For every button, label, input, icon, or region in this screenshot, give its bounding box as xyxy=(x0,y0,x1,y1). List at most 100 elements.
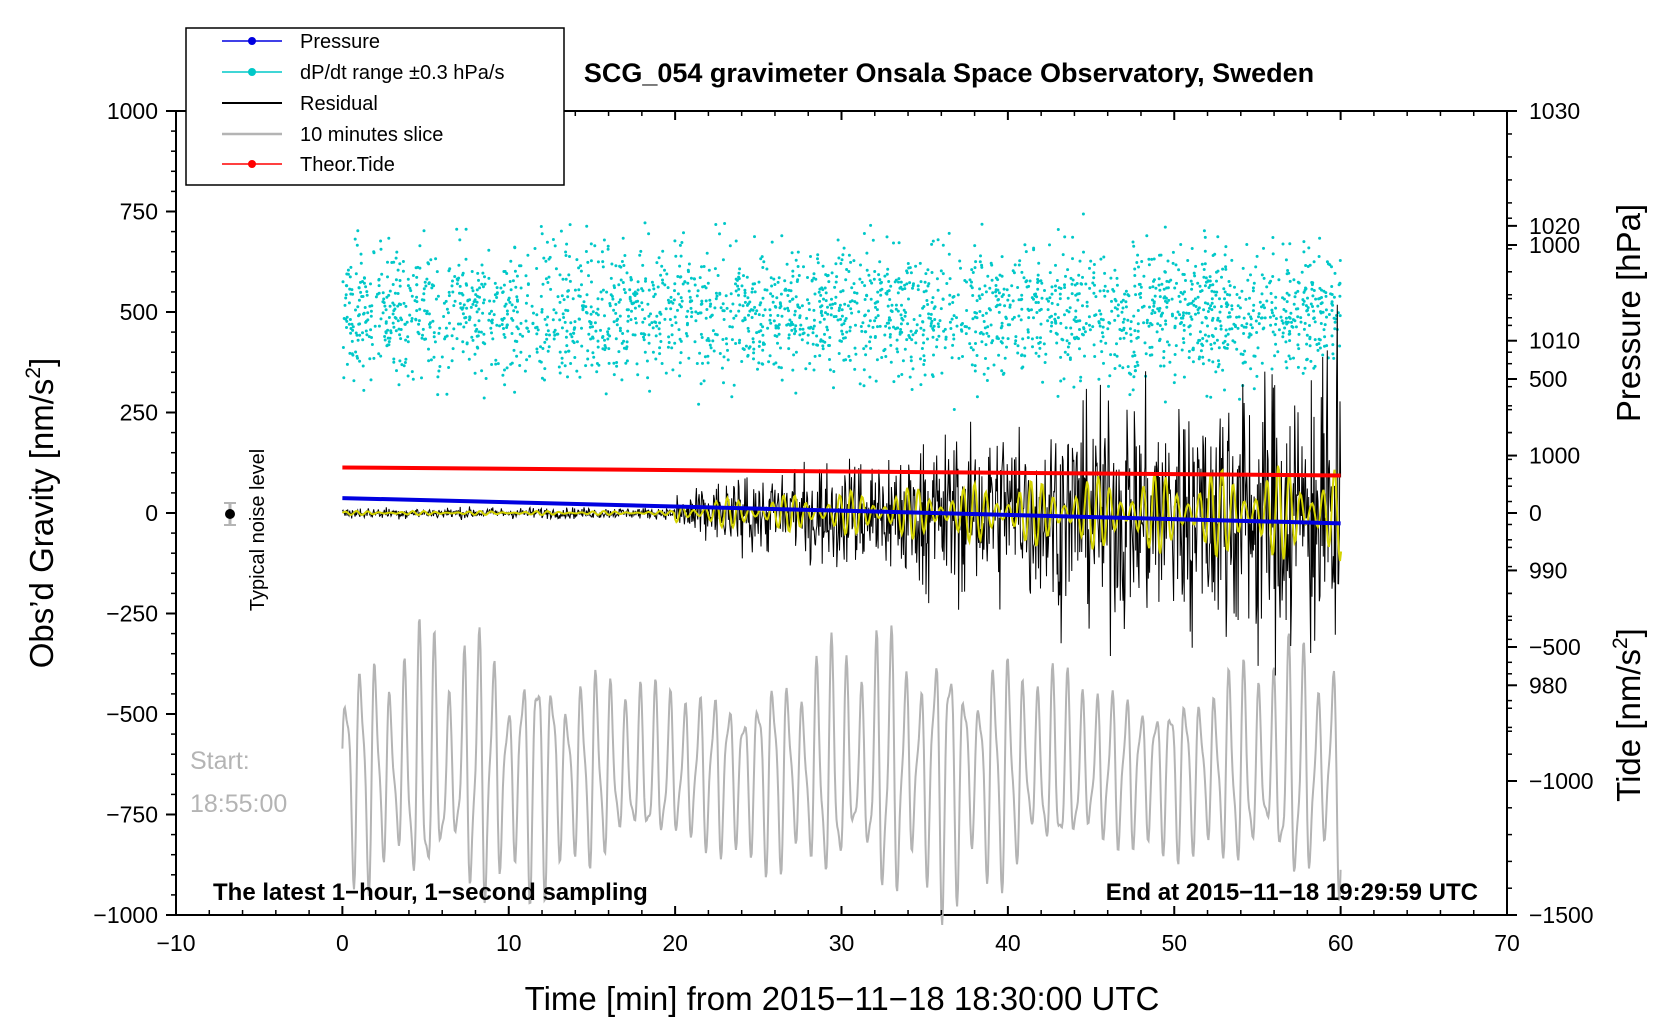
dpdt-point xyxy=(771,300,775,304)
dpdt-point xyxy=(1056,316,1060,320)
dpdt-point xyxy=(1215,338,1219,342)
dpdt-point xyxy=(1122,328,1126,332)
dpdt-point xyxy=(982,320,986,323)
dpdt-point xyxy=(1128,327,1132,331)
dpdt-point xyxy=(887,321,891,325)
dpdt-point xyxy=(985,379,989,382)
dpdt-point xyxy=(612,320,616,324)
dpdt-point xyxy=(789,289,793,293)
dpdt-point xyxy=(794,258,798,262)
dpdt-point xyxy=(530,304,534,308)
dpdt-point xyxy=(768,354,772,358)
dpdt-point xyxy=(705,308,709,311)
dpdt-point xyxy=(768,308,772,312)
dpdt-point xyxy=(724,294,728,298)
dpdt-point xyxy=(1163,225,1167,229)
dpdt-point xyxy=(1160,313,1163,317)
dpdt-point xyxy=(1058,297,1062,301)
dpdt-point xyxy=(971,294,975,297)
dpdt-point xyxy=(476,271,480,275)
dpdt-point xyxy=(959,328,963,332)
dpdt-point xyxy=(468,315,472,319)
dpdt-point xyxy=(397,383,401,387)
dpdt-point xyxy=(1160,282,1164,286)
dpdt-point xyxy=(1167,280,1171,284)
dpdt-point xyxy=(874,316,878,320)
dpdt-point xyxy=(887,316,891,320)
dpdt-point xyxy=(925,299,929,302)
dpdt-point xyxy=(496,362,500,366)
dpdt-point xyxy=(1017,314,1021,318)
dpdt-point xyxy=(873,319,877,323)
dpdt-point xyxy=(503,383,507,387)
dpdt-point xyxy=(1151,309,1155,312)
dpdt-point xyxy=(1276,350,1280,354)
dpdt-point xyxy=(1166,286,1170,290)
dpdt-point xyxy=(646,302,650,306)
dpdt-point xyxy=(1294,325,1298,329)
dpdt-point xyxy=(1292,278,1296,282)
dpdt-point xyxy=(611,297,615,301)
dpdt-point xyxy=(398,359,402,363)
dpdt-point xyxy=(1045,297,1049,301)
dpdt-point xyxy=(344,284,348,288)
dpdt-point xyxy=(840,308,844,312)
dpdt-point xyxy=(737,275,741,279)
dpdt-point xyxy=(1139,296,1143,299)
dpdt-point xyxy=(404,357,408,361)
dpdt-point xyxy=(670,323,674,327)
dpdt-point xyxy=(1244,297,1248,301)
dpdt-point xyxy=(1197,306,1201,310)
dpdt-point xyxy=(458,238,462,242)
dpdt-point xyxy=(585,224,589,228)
dpdt-point xyxy=(580,344,584,348)
dpdt-point xyxy=(853,291,856,295)
dpdt-point xyxy=(396,292,400,295)
dpdt-point xyxy=(1227,280,1231,283)
dpdt-point xyxy=(1324,308,1328,312)
dpdt-point xyxy=(816,261,820,265)
dpdt-point xyxy=(872,277,876,281)
dpdt-point xyxy=(1151,298,1154,302)
dpdt-point xyxy=(1091,325,1095,329)
dpdt-point xyxy=(840,323,844,327)
dpdt-point xyxy=(937,334,941,338)
dpdt-point xyxy=(569,362,573,365)
dpdt-point xyxy=(1129,320,1133,324)
dpdt-point xyxy=(1222,345,1226,349)
dpdt-scatter-series xyxy=(341,212,1342,411)
dpdt-point xyxy=(663,283,667,287)
dpdt-point xyxy=(396,319,400,323)
dpdt-point xyxy=(512,309,516,313)
dpdt-point xyxy=(349,331,353,335)
dpdt-point xyxy=(461,271,465,275)
dpdt-point xyxy=(544,277,548,281)
dpdt-point xyxy=(1136,335,1140,339)
dpdt-point xyxy=(1049,329,1053,333)
dpdt-point xyxy=(821,288,825,292)
dpdt-point xyxy=(1311,305,1314,308)
dpdt-point xyxy=(900,316,904,320)
dpdt-point xyxy=(864,353,868,357)
dpdt-point xyxy=(888,335,892,339)
dpdt-point xyxy=(956,293,960,297)
dpdt-point xyxy=(1288,279,1292,283)
dpdt-point xyxy=(348,275,352,279)
dpdt-point xyxy=(488,299,492,303)
dpdt-point xyxy=(1047,299,1050,303)
dpdt-point xyxy=(1020,270,1024,274)
residual-filtered-series xyxy=(341,465,1343,562)
dpdt-point xyxy=(1203,333,1207,337)
dpdt-point xyxy=(1306,306,1310,310)
dpdt-point xyxy=(629,318,633,322)
dpdt-point xyxy=(919,383,923,387)
dpdt-point xyxy=(1240,324,1244,327)
dpdt-point xyxy=(893,280,897,284)
dpdt-point xyxy=(1192,303,1196,307)
dpdt-point xyxy=(1113,318,1117,322)
dpdt-point xyxy=(593,321,597,325)
dpdt-point xyxy=(705,338,709,342)
dpdt-point xyxy=(568,279,572,283)
dpdt-point xyxy=(1043,289,1046,292)
dpdt-point xyxy=(1061,253,1065,257)
